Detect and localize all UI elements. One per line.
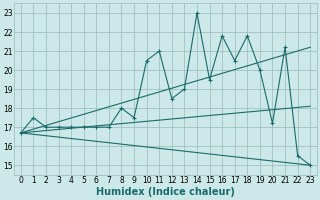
X-axis label: Humidex (Indice chaleur): Humidex (Indice chaleur) xyxy=(96,187,235,197)
